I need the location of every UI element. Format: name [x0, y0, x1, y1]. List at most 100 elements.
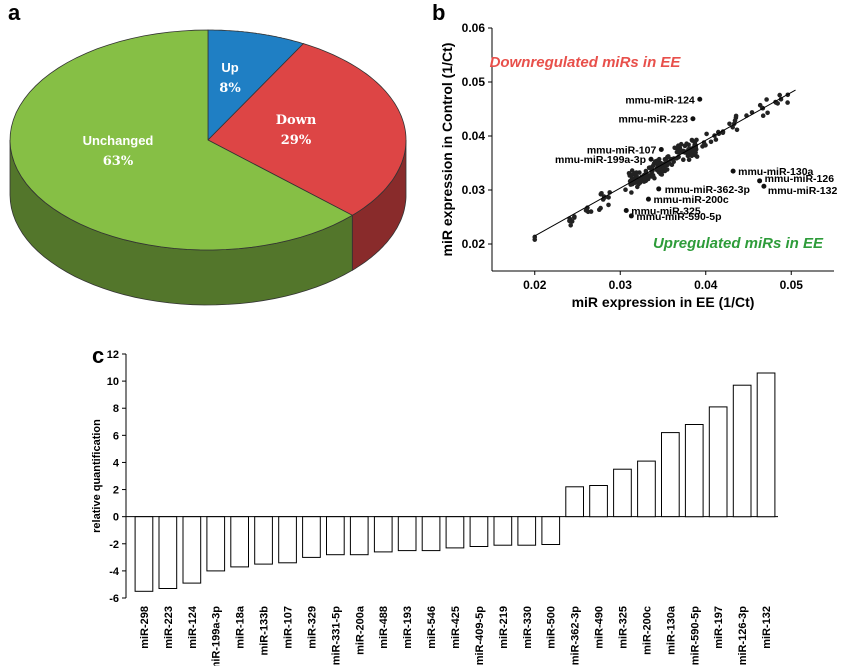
scatter-labeled-point: [730, 168, 736, 174]
scatter-point: [694, 154, 700, 159]
scatter-labeled-point: [645, 196, 651, 202]
bar-category-label: miR-325: [618, 606, 630, 649]
bar-y-axis-title: relative quantification: [91, 419, 103, 533]
scatter-point-label: mmu-miR-124: [625, 94, 695, 106]
scatter-point-label: mmu-miR-199a-3p: [555, 154, 646, 166]
bar-category-label: miR-490: [594, 606, 606, 649]
bar-miR-107: [278, 516, 297, 564]
scatter-point-label: mmu-miR-325: [631, 206, 701, 218]
bar-y-tick-label: 0: [113, 512, 119, 524]
scatter-labeled-point: [648, 156, 654, 162]
scatter-point: [765, 110, 770, 116]
scatter-point: [650, 173, 656, 178]
bar-miR-18a: [230, 516, 250, 568]
scatter-point: [606, 202, 611, 208]
bar-y-tick-label: 12: [107, 349, 119, 361]
scatter-point: [635, 184, 640, 190]
scatter-fit-line: [534, 89, 796, 237]
bar-chart: -6 -4 -2 0 2 4 6 8 10 12 relative quantification mi…: [91, 349, 778, 666]
scatter-point: [568, 223, 573, 228]
scatter-point: [777, 92, 782, 98]
scatter-point: [572, 214, 577, 219]
scatter-point: [682, 143, 688, 149]
bar-miR-298: [134, 516, 154, 592]
scatter-point: [700, 144, 705, 149]
bar-category-label: miR-425: [450, 606, 462, 649]
scatter-labeled-point: [761, 183, 767, 189]
scatter-point: [642, 176, 647, 181]
bar-miR-488: [373, 516, 393, 553]
scatter-point: [764, 97, 769, 102]
pie-label-unchanged-percent: 63%: [103, 154, 134, 169]
scatter-point: [646, 165, 652, 171]
pie-label-up-percent: 8%: [219, 81, 241, 96]
bar-category-label: miR-298: [139, 606, 151, 649]
bar-category-label: miR-126-3p: [737, 606, 749, 666]
bar-miR-124: [182, 516, 202, 584]
scatter-y-tick-label: 0.02: [462, 237, 486, 251]
pie-slice-up: [207, 29, 305, 141]
pie-label-unchanged-name: Unchanged: [83, 133, 154, 148]
bar-miR-590-5p: [684, 424, 704, 518]
scatter-point-label: mmu-miR-590-5p: [636, 211, 721, 223]
scatter-point: [598, 205, 603, 211]
scatter-point: [532, 234, 538, 240]
scatter-y-tick-label: 0.06: [462, 21, 486, 35]
scatter-point: [671, 159, 676, 164]
pie-label-up-name: Up: [221, 60, 238, 75]
bar-miR-223: [158, 516, 178, 590]
bar-category-label: miR-200c: [641, 606, 653, 655]
bar-y-tick-label: 4: [113, 457, 120, 469]
scatter-labeled-point: [690, 116, 696, 122]
bar-category-label: miR-18a: [235, 605, 247, 649]
bar-category-label: miR-200a: [354, 605, 366, 655]
scatter-point: [676, 150, 681, 155]
scatter-point: [704, 131, 709, 137]
scatter-point-label: mmu-miR-130a: [738, 166, 813, 178]
bar-miR-197: [708, 406, 728, 518]
scatter-point: [760, 113, 766, 118]
bar-miR-193: [397, 516, 417, 552]
bar-category-label: miR-223: [163, 606, 175, 649]
scatter-x-tick-label: 0.04: [694, 278, 718, 292]
bar-miR-331-5p: [326, 516, 345, 556]
scatter-x-axis-title: miR expression in EE (1/Ct): [572, 294, 755, 310]
scatter-y-tick-label: 0.03: [462, 183, 486, 197]
scatter-region-label-up: Upregulated miRs in EE: [653, 235, 824, 252]
scatter-labeled-point: [628, 213, 634, 219]
scatter-point: [659, 172, 665, 177]
bar-miR-132: [756, 372, 776, 518]
panel-letter-b: b: [432, 0, 445, 25]
scatter-labeled-point: [623, 208, 629, 214]
bar-category-label: miR-124: [187, 605, 199, 649]
scatter-point: [690, 148, 695, 154]
scatter-point: [672, 145, 677, 151]
bar-y-tick-label: 6: [113, 430, 119, 442]
pie-chart: Up 8% Down 29% Unchanged 63%: [9, 29, 407, 306]
scatter-y-axis-title: miR expression in Control (1/Ct): [439, 43, 455, 257]
scatter-point: [689, 153, 695, 159]
bar-category-label: miR-546: [426, 606, 438, 649]
bar-category-label: miR-132: [761, 606, 773, 649]
bar-category-label: miR-362-3p: [570, 606, 582, 666]
bar-y-tick-label: 10: [107, 376, 119, 388]
bar-miR-126-3p: [732, 384, 752, 518]
scatter-point: [637, 178, 643, 184]
pie-slice-unchanged: [9, 29, 354, 251]
scatter-point: [686, 157, 692, 162]
scatter-point: [685, 153, 691, 159]
scatter-point: [663, 157, 669, 163]
scatter-point: [727, 121, 732, 127]
bar-category-label: miR-107: [283, 606, 295, 649]
pie-label-down-name: Down: [276, 113, 317, 128]
scatter-point: [663, 167, 669, 172]
scatter-point-label: mmu-miR-223: [618, 114, 688, 126]
scatter-point: [629, 190, 634, 195]
bar-category-label: miR-500: [546, 606, 558, 649]
scatter-point: [654, 160, 660, 165]
scatter-y-tick-label: 0.04: [462, 129, 486, 143]
scatter-point-label: mmu-miR-107: [587, 145, 657, 157]
bar-category-label: miR-133b: [259, 606, 271, 656]
scatter-point: [643, 168, 649, 174]
bar-category-label: miR-330: [522, 606, 534, 649]
